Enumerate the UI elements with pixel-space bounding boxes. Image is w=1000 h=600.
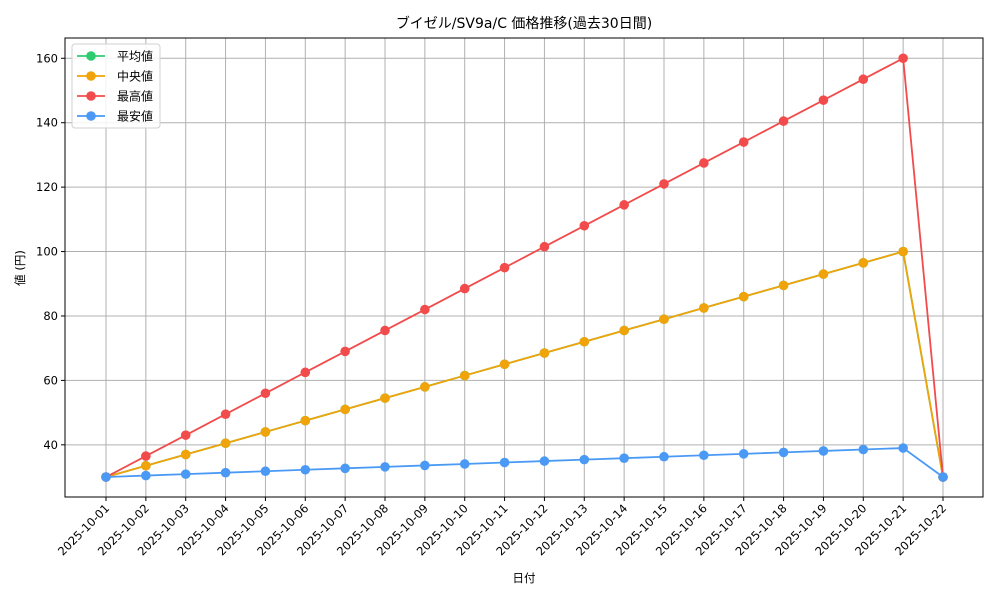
data-point bbox=[699, 158, 709, 168]
y-axis: 40 60 80 100 120 140 160 bbox=[36, 51, 65, 452]
data-point bbox=[539, 241, 550, 252]
data-point bbox=[738, 449, 749, 459]
data-point bbox=[619, 200, 629, 210]
series bbox=[101, 53, 948, 482]
data-point bbox=[619, 453, 629, 463]
y-tick-label: 160 bbox=[36, 51, 58, 65]
data-point bbox=[778, 447, 789, 458]
data-point bbox=[141, 470, 151, 481]
data-point bbox=[300, 464, 311, 475]
data-point bbox=[141, 451, 151, 461]
data-point bbox=[260, 466, 271, 477]
series-path bbox=[105, 250, 944, 478]
data-point bbox=[938, 472, 948, 482]
y-tick-label: 100 bbox=[36, 245, 58, 259]
series-path bbox=[105, 447, 944, 478]
data-point bbox=[699, 303, 709, 313]
data-point bbox=[898, 246, 908, 257]
plot-frame bbox=[64, 37, 984, 498]
y-tick-label: 140 bbox=[36, 116, 58, 130]
legend-label: 平均値 bbox=[117, 49, 153, 64]
data-point bbox=[459, 283, 470, 294]
legend-marker-icon bbox=[86, 111, 96, 121]
data-point bbox=[898, 443, 908, 453]
data-point bbox=[858, 258, 869, 268]
data-point bbox=[101, 472, 111, 482]
data-point bbox=[738, 291, 749, 302]
data-point bbox=[818, 269, 829, 279]
data-point bbox=[459, 459, 470, 469]
data-point bbox=[499, 359, 510, 370]
legend-item: 中央値 bbox=[77, 69, 153, 84]
y-tick-label: 80 bbox=[43, 309, 58, 323]
data-point bbox=[738, 137, 749, 147]
data-point bbox=[619, 325, 629, 336]
x-axis-label: 日付 bbox=[513, 571, 536, 585]
legend-marker-icon bbox=[86, 71, 96, 81]
data-point bbox=[659, 179, 669, 189]
legend-item: 平均値 bbox=[77, 49, 153, 64]
y-tick-label: 120 bbox=[36, 180, 58, 194]
data-point bbox=[380, 325, 390, 336]
data-point bbox=[340, 463, 350, 474]
legend-marker-icon bbox=[86, 91, 96, 101]
data-point bbox=[659, 314, 669, 324]
legend-label: 最安値 bbox=[117, 109, 153, 124]
data-point bbox=[180, 449, 191, 460]
data-point bbox=[898, 53, 908, 64]
legend-label: 中央値 bbox=[117, 69, 153, 84]
y-tick-label: 60 bbox=[43, 373, 58, 387]
data-point bbox=[220, 438, 231, 449]
y-tick-label: 40 bbox=[43, 438, 58, 452]
y-axis-label: 値 (円) bbox=[13, 250, 27, 286]
data-point bbox=[420, 460, 430, 471]
data-point bbox=[420, 382, 430, 392]
data-point bbox=[220, 409, 231, 420]
data-point bbox=[300, 415, 311, 426]
data-point bbox=[818, 446, 829, 456]
series-line bbox=[101, 443, 948, 482]
data-point bbox=[180, 469, 191, 479]
series-line bbox=[101, 246, 948, 482]
data-point bbox=[699, 450, 709, 461]
series-path bbox=[105, 250, 944, 478]
data-point bbox=[778, 280, 789, 291]
data-point bbox=[380, 393, 390, 403]
data-point bbox=[420, 304, 430, 315]
data-point bbox=[539, 348, 550, 358]
data-point bbox=[818, 95, 829, 105]
legend-box bbox=[71, 43, 161, 129]
legend-label: 最高値 bbox=[117, 89, 153, 104]
data-point bbox=[858, 444, 869, 455]
data-point bbox=[778, 116, 789, 126]
data-point bbox=[579, 454, 590, 465]
data-point bbox=[579, 220, 590, 231]
data-point bbox=[380, 462, 390, 472]
series-line bbox=[101, 53, 948, 482]
data-point bbox=[539, 456, 550, 466]
legend-marker-icon bbox=[86, 51, 96, 61]
chart-title: ブイゼル/SV9a/C 価格推移(過去30日間) bbox=[396, 15, 652, 32]
data-point bbox=[579, 336, 590, 347]
data-point bbox=[499, 262, 510, 273]
data-point bbox=[340, 346, 350, 357]
data-point bbox=[300, 367, 311, 378]
data-point bbox=[499, 457, 510, 468]
data-point bbox=[659, 451, 669, 462]
series-path bbox=[105, 56, 944, 478]
data-point bbox=[260, 388, 271, 399]
data-point bbox=[858, 74, 869, 85]
data-point bbox=[180, 430, 191, 440]
legend-item: 最高値 bbox=[77, 89, 153, 104]
data-point bbox=[141, 460, 151, 471]
legend-item: 最安値 bbox=[77, 109, 153, 124]
data-point bbox=[220, 467, 231, 478]
data-point bbox=[340, 404, 350, 415]
data-point bbox=[459, 370, 470, 381]
data-point bbox=[260, 427, 271, 437]
x-axis: 2025-10-012025-10-022025-10-032025-10-04… bbox=[55, 497, 949, 558]
